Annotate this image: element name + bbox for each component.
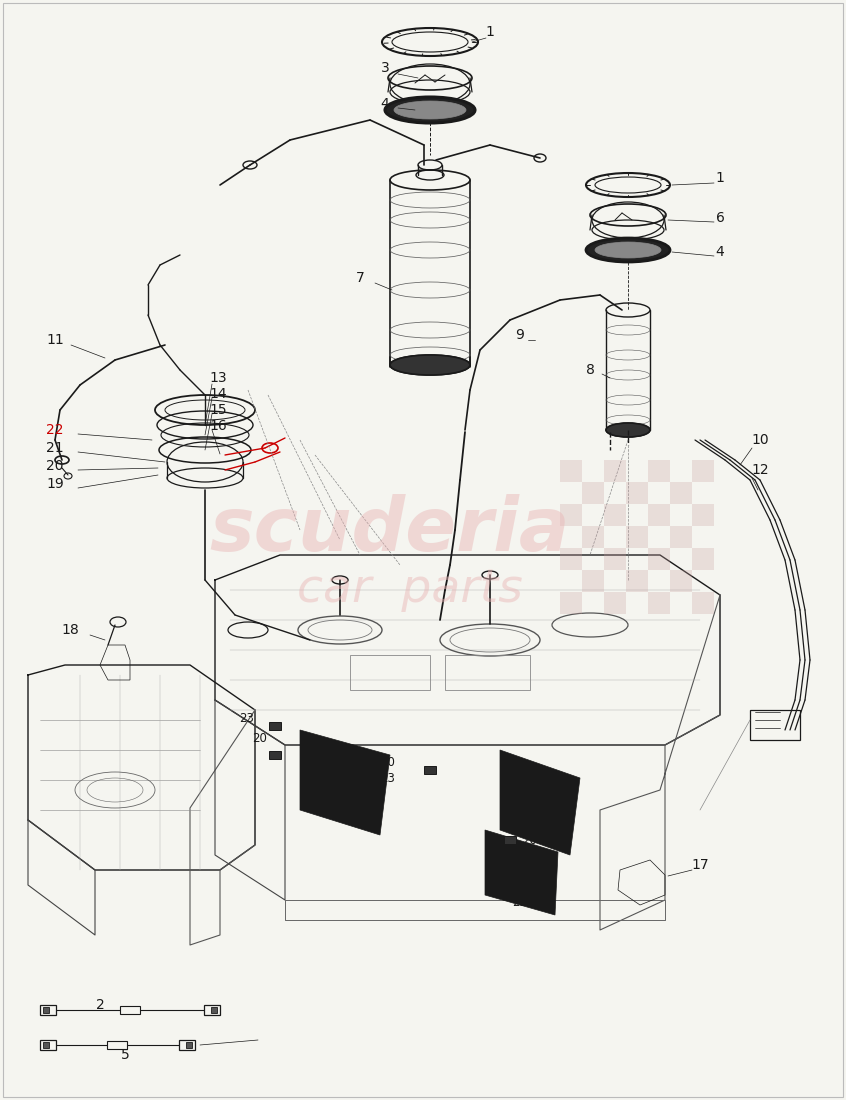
Text: 20: 20 — [523, 834, 537, 847]
Bar — [40, 1040, 56, 1050]
Bar — [648, 504, 670, 526]
Text: 23: 23 — [239, 712, 255, 725]
Bar — [269, 722, 281, 730]
Bar — [626, 482, 648, 504]
Bar — [43, 1006, 49, 1013]
Text: 3: 3 — [381, 60, 389, 75]
Text: 22: 22 — [47, 424, 63, 437]
Text: 20: 20 — [381, 757, 395, 770]
Bar — [692, 460, 714, 482]
Polygon shape — [300, 730, 390, 835]
Text: car  parts: car parts — [297, 568, 523, 613]
Bar — [269, 751, 281, 759]
Text: scuderia: scuderia — [210, 494, 570, 566]
Text: 7: 7 — [355, 271, 365, 285]
Bar — [648, 460, 670, 482]
Text: 18: 18 — [61, 623, 79, 637]
Bar — [504, 836, 516, 844]
Text: 14: 14 — [209, 387, 227, 402]
Ellipse shape — [586, 238, 670, 262]
Bar — [692, 504, 714, 526]
Bar — [582, 526, 604, 548]
Ellipse shape — [394, 101, 466, 119]
Text: 12: 12 — [751, 463, 769, 477]
Text: 9: 9 — [515, 328, 525, 342]
Bar — [604, 504, 626, 526]
Bar — [186, 1042, 192, 1048]
Text: 23: 23 — [381, 771, 395, 784]
Text: 4: 4 — [716, 245, 724, 258]
Text: 6: 6 — [716, 211, 724, 226]
Bar — [750, 710, 800, 740]
Bar — [560, 460, 582, 482]
Text: 23: 23 — [523, 848, 537, 861]
Ellipse shape — [606, 424, 650, 437]
Text: 23: 23 — [513, 896, 527, 910]
Bar — [43, 1042, 49, 1048]
Text: 17: 17 — [691, 858, 709, 872]
Bar — [692, 592, 714, 614]
Text: 2: 2 — [96, 998, 104, 1012]
Text: 5: 5 — [121, 1048, 129, 1062]
Bar — [211, 1006, 217, 1013]
Bar — [560, 548, 582, 570]
Bar — [560, 504, 582, 526]
Bar — [626, 570, 648, 592]
Text: 1: 1 — [716, 170, 724, 185]
Text: 15: 15 — [209, 403, 227, 417]
Bar — [560, 592, 582, 614]
Text: 11: 11 — [47, 333, 64, 346]
Bar — [692, 548, 714, 570]
Bar — [445, 654, 530, 690]
Text: 20: 20 — [513, 881, 527, 894]
Bar — [670, 482, 692, 504]
Bar — [604, 592, 626, 614]
Text: 20: 20 — [253, 732, 267, 745]
Polygon shape — [500, 750, 580, 855]
Text: 4: 4 — [381, 97, 389, 111]
Bar — [604, 548, 626, 570]
Bar — [604, 460, 626, 482]
Bar — [424, 766, 436, 774]
Text: 16: 16 — [209, 419, 227, 433]
Bar — [670, 526, 692, 548]
Bar — [648, 548, 670, 570]
Text: 13: 13 — [209, 371, 227, 385]
Bar — [350, 654, 430, 690]
Text: 19: 19 — [47, 477, 64, 491]
Text: 21: 21 — [47, 441, 63, 455]
Text: 10: 10 — [751, 433, 769, 447]
Text: 20: 20 — [47, 459, 63, 473]
Bar — [120, 1006, 140, 1014]
Ellipse shape — [390, 355, 470, 375]
Bar — [582, 482, 604, 504]
Text: 8: 8 — [585, 363, 595, 377]
Bar — [179, 1040, 195, 1050]
Bar — [648, 592, 670, 614]
Bar — [40, 1005, 56, 1015]
Bar — [204, 1005, 220, 1015]
Bar — [107, 1041, 127, 1049]
Bar — [626, 526, 648, 548]
Bar — [582, 570, 604, 592]
Text: 1: 1 — [486, 25, 494, 39]
Ellipse shape — [385, 97, 475, 123]
Bar — [670, 570, 692, 592]
Polygon shape — [485, 830, 558, 915]
Ellipse shape — [595, 242, 661, 258]
